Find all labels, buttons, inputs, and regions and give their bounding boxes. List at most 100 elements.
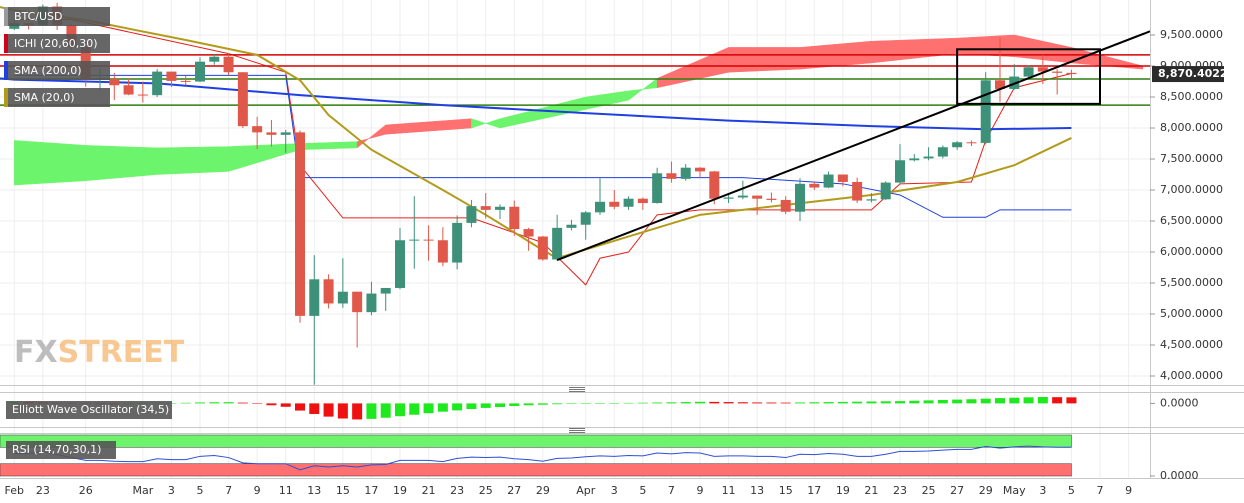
ewo-bar — [252, 403, 263, 404]
x-tick-label: 5 — [1068, 484, 1075, 497]
ewo-bar — [1009, 397, 1020, 404]
candle-body — [252, 126, 263, 133]
ewo-bar — [652, 402, 663, 404]
ewo-bar — [709, 401, 720, 404]
ewo-bar — [952, 399, 963, 404]
candle-body — [266, 132, 277, 135]
panel-grip[interactable] — [569, 428, 585, 433]
candle-body — [209, 56, 220, 62]
candle-body — [280, 132, 291, 135]
ewo-bar — [966, 399, 977, 404]
legend-box — [4, 7, 110, 26]
candle-body — [352, 291, 363, 313]
candle-body — [366, 293, 377, 313]
candle-body — [923, 156, 934, 159]
ewo-bar — [837, 401, 848, 404]
y-tick-label: 8,000.0000 — [1160, 121, 1223, 134]
ewo-bar — [895, 401, 905, 404]
ewo-bar — [995, 398, 1005, 404]
ewo-bar — [223, 402, 234, 404]
x-tick-label: 7 — [225, 484, 232, 497]
legend-swatch — [4, 61, 8, 80]
ewo-bar — [537, 403, 548, 405]
ewo-bar — [352, 403, 363, 420]
candle-body — [480, 206, 491, 210]
ewo-bar — [480, 403, 491, 408]
candle-body — [637, 198, 648, 204]
x-tick-label: 7 — [1097, 484, 1104, 497]
x-tick-label: 9 — [254, 484, 261, 497]
legend-label: SMA (20,0) — [14, 91, 75, 104]
x-tick-label: 23 — [893, 484, 907, 497]
candle-body — [337, 291, 348, 304]
x-tick-label: 21 — [422, 484, 436, 497]
ewo-bar — [666, 402, 677, 404]
candle-body — [695, 167, 705, 172]
x-tick-label: 19 — [836, 484, 850, 497]
x-tick-label: 11 — [722, 484, 736, 497]
y-tick-label: 4,500.0000 — [1160, 338, 1223, 351]
ewo-bar — [852, 401, 863, 404]
x-tick-label: 5 — [197, 484, 204, 497]
legend-label: BTC/USD — [14, 10, 63, 23]
candle-body — [409, 239, 420, 241]
panel-title-box — [6, 401, 172, 419]
candle-body — [180, 80, 191, 82]
candle-body — [166, 71, 177, 81]
candle-body — [1023, 67, 1034, 77]
candle-body — [437, 240, 448, 263]
ewo-bar — [580, 403, 591, 404]
candle-body — [880, 182, 891, 200]
candle-body — [466, 206, 477, 223]
x-tick-label: 23 — [450, 484, 464, 497]
candle-body — [723, 197, 734, 199]
rsi-plot — [0, 434, 1072, 477]
candle-body — [237, 72, 248, 127]
candle-body — [866, 199, 877, 201]
candle-body — [552, 227, 563, 260]
y-tick-label: 8,500.0000 — [1160, 90, 1223, 103]
x-tick-label: 5 — [639, 484, 646, 497]
legend-label: ICHI (20,60,30) — [14, 37, 98, 50]
y-tick-label: 5,000.0000 — [1160, 307, 1223, 320]
ewo-bar — [566, 403, 577, 404]
candle-body — [580, 212, 591, 225]
x-tick-label: 17 — [807, 484, 821, 497]
x-tick-label: 23 — [36, 484, 50, 497]
candle-body — [852, 181, 863, 201]
ewo-bar — [309, 403, 320, 414]
ewo-bar — [237, 402, 248, 404]
candle-body — [423, 239, 434, 241]
x-tick-label: 25 — [922, 484, 936, 497]
candle-body — [380, 287, 391, 294]
ichimoku-cloud — [728, 47, 801, 73]
candle-body — [837, 174, 848, 182]
ewo-bar — [766, 402, 777, 404]
panel-grip[interactable] — [569, 387, 585, 392]
candle-body — [295, 132, 305, 316]
candle-body — [109, 79, 120, 86]
x-tick-label: 27 — [507, 484, 521, 497]
candle-body — [523, 229, 534, 237]
trend-line — [556, 30, 1150, 262]
candle-body — [652, 173, 663, 204]
candle-body — [766, 198, 777, 200]
ewo-bar — [295, 403, 305, 411]
ewo-bar — [395, 403, 405, 417]
ewo-bar — [552, 403, 563, 405]
last-price-box — [1152, 66, 1224, 83]
ewo-bar — [909, 400, 920, 404]
x-tick-label: 9 — [697, 484, 704, 497]
y-tick-label: 7,000.0000 — [1160, 183, 1223, 196]
ichimoku-line — [14, 19, 1072, 286]
ewo-bar — [595, 403, 605, 404]
x-tick-label: 29 — [979, 484, 993, 497]
candle-body — [309, 279, 320, 316]
x-tick-label: 13 — [307, 484, 321, 497]
candle-body — [152, 71, 163, 96]
x-tick-label: 19 — [393, 484, 407, 497]
candle-body — [509, 206, 520, 230]
ewo-bar — [423, 403, 434, 414]
